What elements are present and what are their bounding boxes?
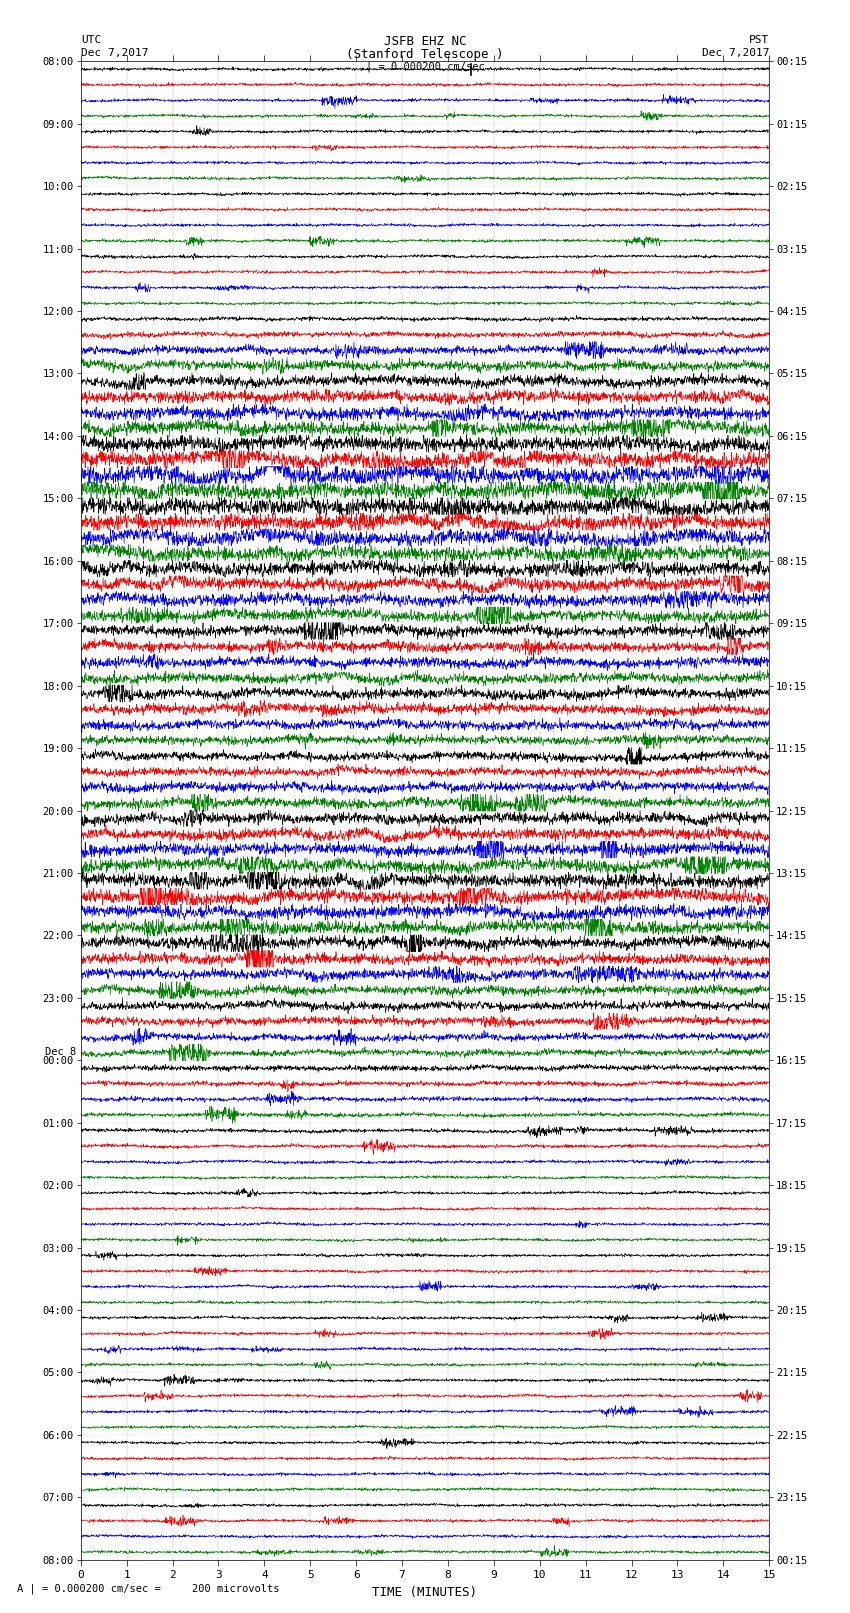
- Text: UTC: UTC: [81, 35, 101, 45]
- Text: Dec 7,2017: Dec 7,2017: [702, 48, 769, 58]
- Text: | = 0.000200 cm/sec: | = 0.000200 cm/sec: [366, 61, 484, 73]
- Text: Dec 7,2017: Dec 7,2017: [81, 48, 148, 58]
- Text: Dec 8: Dec 8: [45, 1047, 76, 1058]
- X-axis label: TIME (MINUTES): TIME (MINUTES): [372, 1586, 478, 1598]
- Text: PST: PST: [749, 35, 769, 45]
- Text: JSFB EHZ NC: JSFB EHZ NC: [383, 35, 467, 48]
- Text: A | = 0.000200 cm/sec =     200 microvolts: A | = 0.000200 cm/sec = 200 microvolts: [17, 1582, 280, 1594]
- Text: (Stanford Telescope ): (Stanford Telescope ): [346, 48, 504, 61]
